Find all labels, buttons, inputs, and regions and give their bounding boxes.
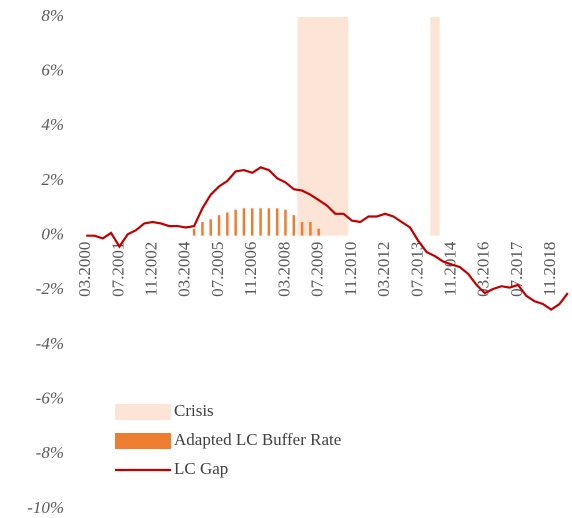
x-tick-label: 07.2009	[308, 242, 327, 297]
x-tick-label: 07.2005	[208, 242, 227, 297]
line	[86, 166, 569, 311]
crisis-band	[305, 17, 316, 236]
bar	[259, 208, 262, 236]
y-tick-label: 0%	[41, 225, 64, 244]
crisis-band	[322, 17, 332, 236]
bar	[275, 208, 279, 236]
y-tick-label: -8%	[36, 443, 64, 462]
y-tick-label: 8%	[41, 6, 64, 25]
y-tick-label: -4%	[36, 334, 64, 353]
bar	[217, 215, 221, 236]
bar	[201, 222, 204, 236]
legend-swatch	[115, 433, 171, 449]
crisis-band	[297, 17, 307, 236]
crisis-band	[330, 17, 340, 236]
x-tick-label: 11.2018	[540, 242, 559, 297]
bar	[226, 212, 229, 236]
bar	[300, 222, 304, 236]
x-tick-label: 11.2010	[341, 242, 360, 297]
x-tick-label: 11.2006	[241, 242, 260, 297]
x-tick-label: 07.2001	[108, 242, 127, 297]
legend-label: Crisis	[174, 401, 214, 420]
bar	[251, 208, 254, 236]
bar	[242, 208, 246, 236]
bar	[234, 209, 237, 236]
x-tick-label: 11.2014	[440, 241, 459, 296]
y-tick-label: 4%	[41, 115, 64, 134]
crisis-band	[314, 17, 324, 236]
x-tick-label: 03.2012	[374, 242, 393, 297]
y-tick-label: -6%	[36, 389, 64, 408]
crisis-band	[338, 17, 349, 236]
x-tick-label: 07.2017	[507, 241, 526, 297]
y-tick-label: 2%	[41, 170, 64, 189]
legend-swatch	[115, 404, 171, 420]
bar	[267, 208, 271, 236]
legend-label: LC Gap	[174, 459, 228, 478]
bar	[192, 228, 196, 236]
x-tick-label: 03.2016	[474, 242, 493, 297]
y-tick-label: -10%	[27, 498, 64, 517]
y-tick-label: -2%	[36, 279, 64, 298]
x-tick-label: 03.2008	[274, 242, 293, 297]
x-tick-label: 03.2000	[75, 242, 94, 297]
bar	[309, 222, 312, 236]
x-tick-label: 03.2004	[175, 241, 194, 297]
crisis-band	[430, 17, 440, 236]
legend-label: Adapted LC Buffer Rate	[174, 430, 341, 449]
bar	[284, 209, 287, 236]
bar	[292, 215, 296, 236]
bar	[209, 219, 212, 236]
y-tick-label: 6%	[41, 61, 64, 80]
x-tick-label: 11.2002	[141, 242, 160, 297]
x-tick-label: 07.2013	[407, 242, 426, 297]
bar	[317, 228, 320, 236]
